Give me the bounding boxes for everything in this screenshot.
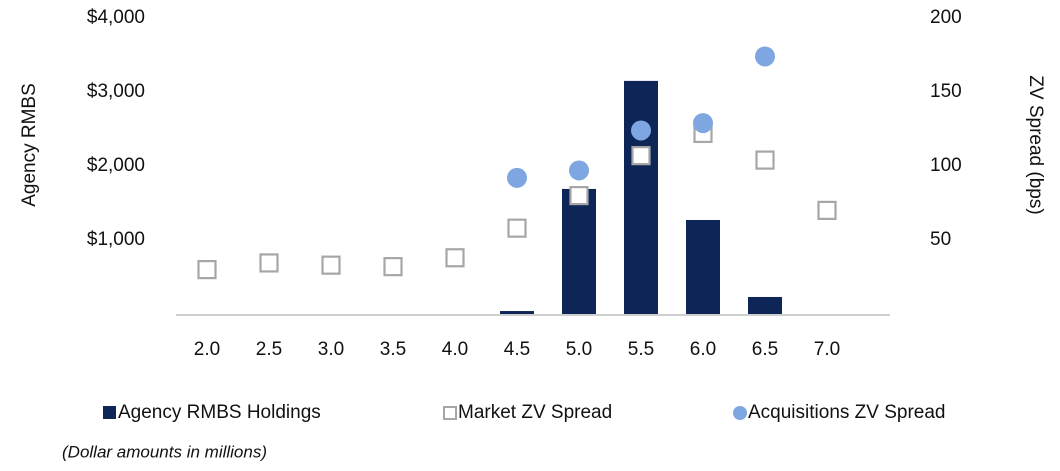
y2-tick-label: 100 — [930, 155, 962, 176]
bar — [562, 188, 596, 314]
circle-marker — [631, 120, 651, 141]
legend-label: Acquisitions ZV Spread — [748, 402, 946, 423]
y2-tick-label: 150 — [930, 81, 962, 102]
x-tick-label: 3.0 — [318, 339, 344, 360]
note: (Dollar amounts in millions) — [62, 442, 267, 461]
bar — [748, 296, 782, 314]
bar — [624, 80, 658, 315]
x-tick-label: 7.0 — [814, 339, 840, 360]
legend-marker — [443, 406, 457, 420]
x-tick-label: 4.0 — [442, 339, 468, 360]
y-axis-label: Agency RMBS — [19, 83, 40, 207]
bar — [686, 220, 720, 314]
x-tick-label: 2.5 — [256, 339, 282, 360]
x-tick-label: 3.5 — [380, 339, 406, 360]
square-marker — [259, 253, 279, 273]
x-tick-label: 6.5 — [752, 339, 778, 360]
circle-marker — [693, 113, 713, 134]
y2-tick-label: 50 — [930, 229, 951, 250]
square-marker — [755, 150, 775, 170]
y-tick-label: $4,000 — [87, 7, 145, 28]
circle-marker — [569, 160, 589, 181]
square-marker — [817, 200, 837, 220]
legend-label: Market ZV Spread — [458, 402, 612, 423]
square-marker — [321, 255, 341, 275]
y-tick-label: $2,000 — [87, 155, 145, 176]
y-tick-label: $3,000 — [87, 81, 145, 102]
x-tick-label: 5.0 — [566, 339, 592, 360]
square-marker — [569, 186, 589, 206]
x-tick-label: 2.0 — [194, 339, 220, 360]
bar — [500, 311, 534, 314]
square-marker — [383, 257, 403, 277]
y-tick-label: $1,000 — [87, 229, 145, 250]
square-marker — [197, 260, 217, 280]
circle-marker — [507, 167, 527, 188]
y2-tick-label: 200 — [930, 7, 962, 28]
x-tick-label: 6.0 — [690, 339, 716, 360]
square-marker — [445, 248, 465, 268]
legend-marker — [103, 406, 116, 419]
x-tick-label: 4.5 — [504, 339, 530, 360]
square-marker — [631, 146, 651, 166]
circle-marker — [755, 46, 775, 67]
legend-label: Agency RMBS Holdings — [118, 402, 321, 423]
legend-marker — [733, 406, 747, 420]
square-marker — [507, 218, 527, 238]
x-tick-label: 5.5 — [628, 339, 654, 360]
y2-axis-label: ZV Spread (bps) — [1025, 75, 1046, 214]
